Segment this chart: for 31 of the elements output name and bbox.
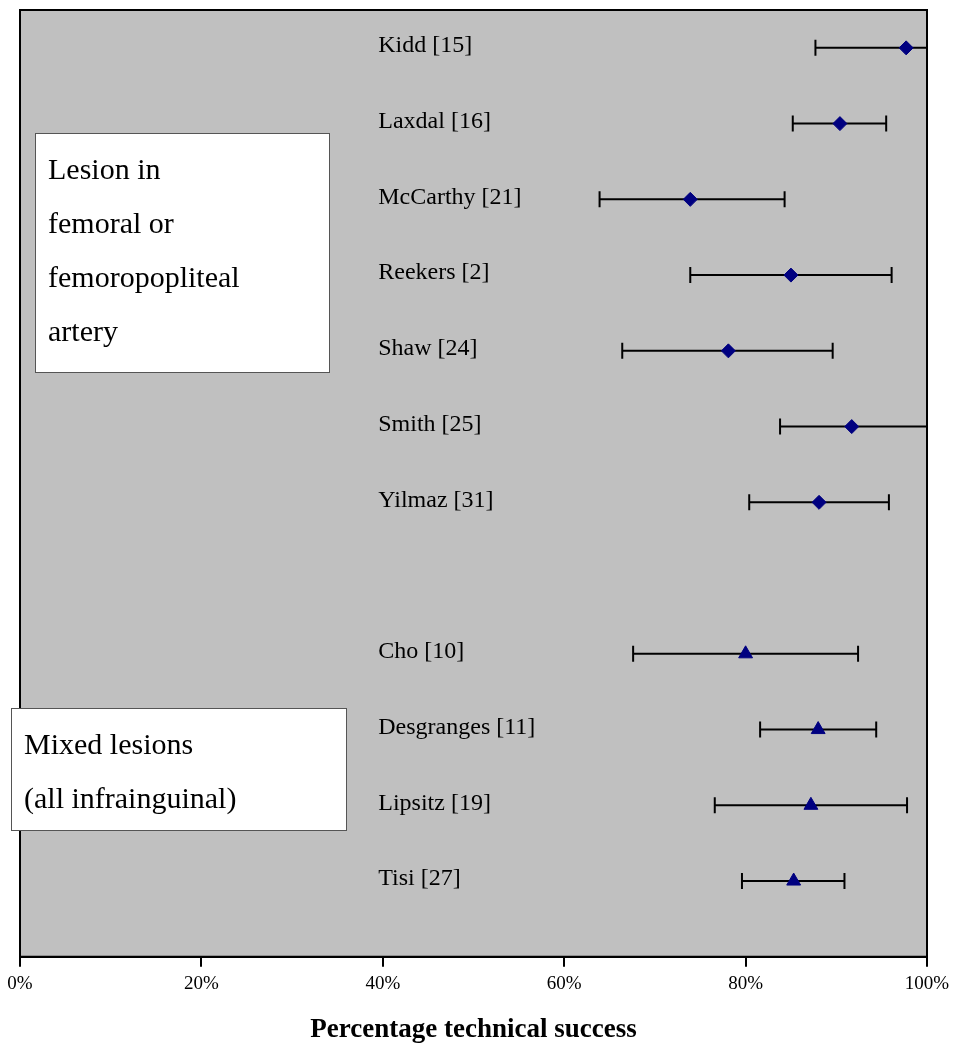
x-tick-label: 0% — [7, 972, 33, 994]
point — [783, 267, 799, 283]
y-tick-label: Yilmaz [31] — [378, 485, 494, 512]
point — [810, 721, 826, 735]
y-tick-label: Reekers [2] — [378, 258, 490, 285]
point — [738, 645, 754, 659]
x-tick-label: 20% — [183, 972, 219, 994]
y-tick-label: Lipsitz [19] — [378, 788, 491, 815]
x-axis-title: Percentage technical success — [310, 1012, 637, 1043]
y-tick-label: Laxdal [16] — [378, 106, 491, 133]
point — [832, 116, 848, 132]
text-box: Lesion in femoral or femoropopliteal artery — [35, 133, 330, 373]
text-box: Mixed lesions (all infrainguinal) — [11, 708, 347, 831]
point — [811, 494, 827, 510]
y-tick-label: Tisi [27] — [378, 864, 461, 891]
x-tick-label: 60% — [546, 972, 582, 994]
point — [898, 40, 914, 56]
point — [844, 419, 860, 435]
x-tick-label: 100% — [904, 972, 950, 994]
y-tick-label: Cho [10] — [378, 637, 465, 664]
y-tick-label: Shaw [24] — [378, 334, 478, 361]
x-tick-label: 80% — [728, 972, 764, 994]
y-tick-label: Smith [25] — [378, 409, 482, 436]
point — [786, 872, 802, 886]
y-tick-label: Desgranges [11] — [378, 712, 536, 739]
x-tick-label: 40% — [365, 972, 401, 994]
point — [803, 796, 819, 810]
y-tick-label: Kidd [15] — [378, 31, 473, 58]
point — [720, 343, 736, 359]
y-tick-label: McCarthy [21] — [378, 182, 522, 209]
point — [682, 191, 698, 207]
